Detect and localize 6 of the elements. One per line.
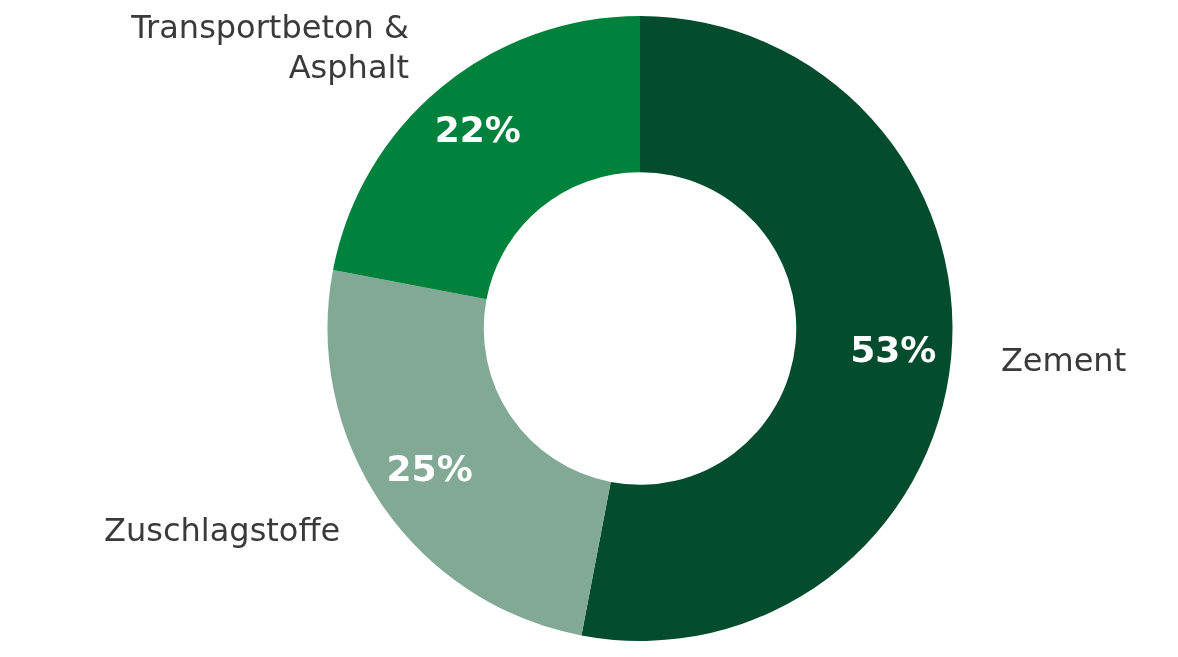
data-label: 53% [850, 328, 937, 370]
slice-label: Zement [1000, 340, 1127, 379]
data-label: 25% [386, 447, 473, 489]
slice-label: Transportbeton & Asphalt [130, 7, 409, 86]
data-label: 22% [434, 108, 521, 150]
slice-label: Zuschlagstoffe [104, 510, 341, 549]
